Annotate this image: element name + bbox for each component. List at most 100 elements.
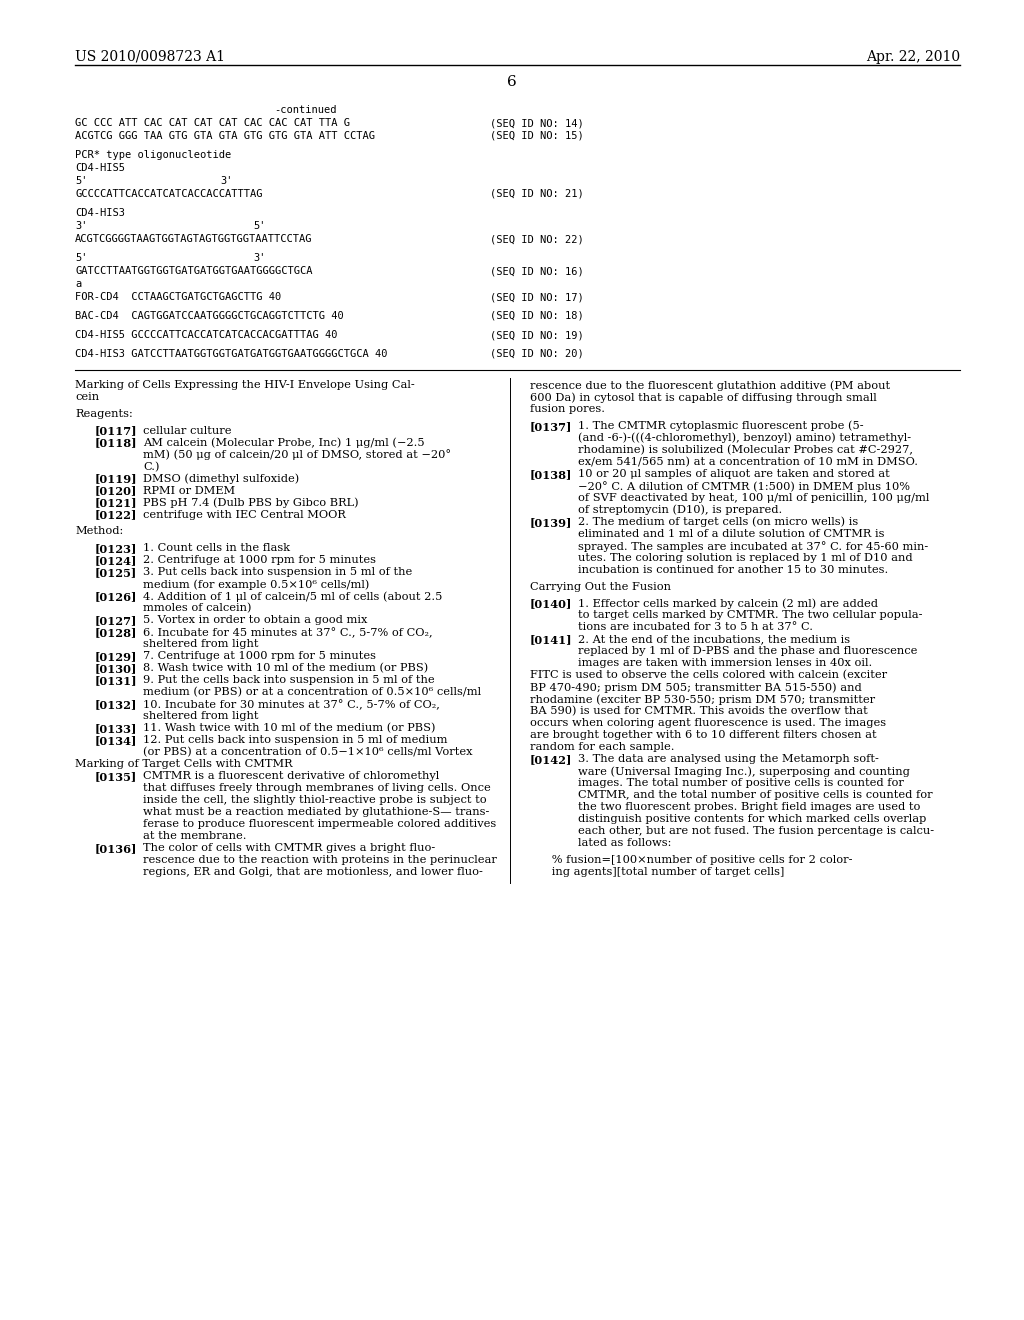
Text: Marking of Cells Expressing the HIV-I Envelope Using Cal-: Marking of Cells Expressing the HIV-I En… — [75, 380, 415, 389]
Text: the two fluorescent probes. Bright field images are used to: the two fluorescent probes. Bright field… — [578, 803, 921, 812]
Text: 5': 5' — [75, 176, 87, 186]
Text: (or PBS) at a concentration of 0.5−1×10⁶ cells/ml Vortex: (or PBS) at a concentration of 0.5−1×10⁶… — [143, 747, 472, 758]
Text: (SEQ ID NO: 15): (SEQ ID NO: 15) — [490, 131, 584, 141]
Text: [0126]: [0126] — [95, 591, 137, 602]
Text: [0118]: [0118] — [95, 438, 137, 449]
Text: DMSO (dimethyl sulfoxide): DMSO (dimethyl sulfoxide) — [143, 474, 299, 484]
Text: medium (for example 0.5×10⁶ cells/ml): medium (for example 0.5×10⁶ cells/ml) — [143, 579, 370, 590]
Text: [0130]: [0130] — [95, 663, 137, 675]
Text: [0127]: [0127] — [95, 615, 137, 626]
Text: [0134]: [0134] — [95, 735, 137, 746]
Text: CD4-HIS3 GATCCTTAATGGTGGTGATGATGGTGAATGGGGCTGCA 40: CD4-HIS3 GATCCTTAATGGTGGTGATGATGGTGAATGG… — [75, 348, 387, 359]
Text: [0124]: [0124] — [95, 556, 137, 566]
Text: [0138]: [0138] — [530, 469, 572, 479]
Text: cellular culture: cellular culture — [143, 425, 231, 436]
Text: utes. The coloring solution is replaced by 1 ml of D10 and: utes. The coloring solution is replaced … — [578, 553, 912, 562]
Text: inside the cell, the slightly thiol-reactive probe is subject to: inside the cell, the slightly thiol-reac… — [143, 795, 486, 805]
Text: -continued: -continued — [273, 106, 336, 115]
Text: CMTMR, and the total number of positive cells is counted for: CMTMR, and the total number of positive … — [578, 791, 933, 800]
Text: The color of cells with CMTMR gives a bright fluo-: The color of cells with CMTMR gives a br… — [143, 843, 435, 853]
Text: 10. Incubate for 30 minutes at 37° C., 5-7% of CO₂,: 10. Incubate for 30 minutes at 37° C., 5… — [143, 700, 440, 710]
Text: 6. Incubate for 45 minutes at 37° C., 5-7% of CO₂,: 6. Incubate for 45 minutes at 37° C., 5-… — [143, 627, 432, 638]
Text: BA 590) is used for CMTMR. This avoids the overflow that: BA 590) is used for CMTMR. This avoids t… — [530, 706, 867, 717]
Text: 1. Count cells in the flask: 1. Count cells in the flask — [143, 544, 290, 553]
Text: (SEQ ID NO: 16): (SEQ ID NO: 16) — [490, 267, 584, 276]
Text: at the membrane.: at the membrane. — [143, 832, 247, 841]
Text: rhodamine) is solubilized (Molecular Probes cat #C-2927,: rhodamine) is solubilized (Molecular Pro… — [578, 445, 913, 455]
Text: GATCCTTAATGGTGGTGATGATGGTGAATGGGGCTGCA: GATCCTTAATGGTGGTGATGATGGTGAATGGGGCTGCA — [75, 267, 312, 276]
Text: Apr. 22, 2010: Apr. 22, 2010 — [866, 50, 961, 63]
Text: sheltered from light: sheltered from light — [143, 639, 258, 649]
Text: [0125]: [0125] — [95, 568, 137, 578]
Text: fusion pores.: fusion pores. — [530, 404, 605, 414]
Text: [0119]: [0119] — [95, 474, 137, 484]
Text: BAC-CD4  CAGTGGATCCAATGGGGCTGCAGGTCTTCTG 40: BAC-CD4 CAGTGGATCCAATGGGGCTGCAGGTCTTCTG … — [75, 312, 344, 321]
Text: 2. Centrifuge at 1000 rpm for 5 minutes: 2. Centrifuge at 1000 rpm for 5 minutes — [143, 556, 376, 565]
Text: [0121]: [0121] — [95, 498, 137, 508]
Text: GCCCCATTCACCATCATCACCACCATTTAG: GCCCCATTCACCATCATCACCACCATTTAG — [75, 189, 262, 199]
Text: rhodamine (exciter BP 530-550; prism DM 570; transmitter: rhodamine (exciter BP 530-550; prism DM … — [530, 694, 876, 705]
Text: sprayed. The samples are incubated at 37° C. for 45-60 min-: sprayed. The samples are incubated at 37… — [578, 541, 928, 552]
Text: of streptomycin (D10), is prepared.: of streptomycin (D10), is prepared. — [578, 504, 782, 515]
Text: [0131]: [0131] — [95, 676, 137, 686]
Text: 1. Effector cells marked by calcein (2 ml) are added: 1. Effector cells marked by calcein (2 m… — [578, 598, 878, 609]
Text: cein: cein — [75, 392, 99, 403]
Text: that diffuses freely through membranes of living cells. Once: that diffuses freely through membranes o… — [143, 783, 490, 793]
Text: replaced by 1 ml of D-PBS and the phase and fluorescence: replaced by 1 ml of D-PBS and the phase … — [578, 647, 918, 656]
Text: of SVF deactivated by heat, 100 μ/ml of penicillin, 100 μg/ml: of SVF deactivated by heat, 100 μ/ml of … — [578, 492, 930, 503]
Text: what must be a reaction mediated by glutathione-S— trans-: what must be a reaction mediated by glut… — [143, 808, 489, 817]
Text: [0128]: [0128] — [95, 627, 137, 638]
Text: [0122]: [0122] — [95, 510, 137, 520]
Text: [0123]: [0123] — [95, 544, 137, 554]
Text: [0133]: [0133] — [95, 723, 137, 734]
Text: GC CCC ATT CAC CAT CAT CAT CAC CAC CAT TTA G: GC CCC ATT CAC CAT CAT CAT CAC CAC CAT T… — [75, 117, 350, 128]
Text: eliminated and 1 ml of a dilute solution of CMTMR is: eliminated and 1 ml of a dilute solution… — [578, 529, 885, 539]
Text: 1. The CMTMR cytoplasmic fluorescent probe (5-: 1. The CMTMR cytoplasmic fluorescent pro… — [578, 421, 863, 432]
Text: 5': 5' — [75, 253, 87, 263]
Text: images. The total number of positive cells is counted for: images. The total number of positive cel… — [578, 779, 904, 788]
Text: incubation is continued for another 15 to 30 minutes.: incubation is continued for another 15 t… — [578, 565, 888, 574]
Text: medium (or PBS) or at a concentration of 0.5×10⁶ cells/ml: medium (or PBS) or at a concentration of… — [143, 688, 481, 697]
Text: 3': 3' — [220, 176, 232, 186]
Text: 11. Wash twice with 10 ml of the medium (or PBS): 11. Wash twice with 10 ml of the medium … — [143, 723, 435, 734]
Text: ex/em 541/565 nm) at a concentration of 10 mM in DMSO.: ex/em 541/565 nm) at a concentration of … — [578, 457, 918, 467]
Text: 5. Vortex in order to obtain a good mix: 5. Vortex in order to obtain a good mix — [143, 615, 368, 626]
Text: mM) (50 μg of calcein/20 μl of DMSO, stored at −20°: mM) (50 μg of calcein/20 μl of DMSO, sto… — [143, 450, 452, 461]
Text: occurs when coloring agent fluorescence is used. The images: occurs when coloring agent fluorescence … — [530, 718, 886, 729]
Text: Reagents:: Reagents: — [75, 409, 133, 418]
Text: are brought together with 6 to 10 different filters chosen at: are brought together with 6 to 10 differ… — [530, 730, 877, 741]
Text: each other, but are not fused. The fusion percentage is calcu-: each other, but are not fused. The fusio… — [578, 826, 934, 837]
Text: 3': 3' — [253, 253, 265, 263]
Text: (SEQ ID NO: 20): (SEQ ID NO: 20) — [490, 348, 584, 359]
Text: −20° C. A dilution of CMTMR (1:500) in DMEM plus 10%: −20° C. A dilution of CMTMR (1:500) in D… — [578, 480, 910, 491]
Text: [0140]: [0140] — [530, 598, 572, 610]
Text: 7. Centrifuge at 1000 rpm for 5 minutes: 7. Centrifuge at 1000 rpm for 5 minutes — [143, 651, 376, 661]
Text: a: a — [75, 279, 81, 289]
Text: 600 Da) in cytosol that is capable of diffusing through small: 600 Da) in cytosol that is capable of di… — [530, 392, 877, 403]
Text: PCR* type oligonucleotide: PCR* type oligonucleotide — [75, 150, 231, 160]
Text: tions are incubated for 3 to 5 h at 37° C.: tions are incubated for 3 to 5 h at 37° … — [578, 623, 813, 632]
Text: [0137]: [0137] — [530, 421, 572, 432]
Text: [0120]: [0120] — [95, 486, 137, 496]
Text: CD4-HIS3: CD4-HIS3 — [75, 209, 125, 218]
Text: CD4-HIS5 GCCCCATTCACCATCATCACCACGATTTAG 40: CD4-HIS5 GCCCCATTCACCATCATCACCACGATTTAG … — [75, 330, 338, 341]
Text: (SEQ ID NO: 18): (SEQ ID NO: 18) — [490, 312, 584, 321]
Text: ware (Universal Imaging Inc.), superposing and counting: ware (Universal Imaging Inc.), superposi… — [578, 767, 910, 777]
Text: 3': 3' — [75, 220, 87, 231]
Text: [0141]: [0141] — [530, 635, 572, 645]
Text: 9. Put the cells back into suspension in 5 ml of the: 9. Put the cells back into suspension in… — [143, 676, 434, 685]
Text: distinguish positive contents for which marked cells overlap: distinguish positive contents for which … — [578, 814, 927, 825]
Text: 10 or 20 μl samples of aliquot are taken and stored at: 10 or 20 μl samples of aliquot are taken… — [578, 469, 890, 479]
Text: 12. Put cells back into suspension in 5 ml of medium: 12. Put cells back into suspension in 5 … — [143, 735, 447, 746]
Text: Method:: Method: — [75, 527, 123, 536]
Text: (SEQ ID NO: 21): (SEQ ID NO: 21) — [490, 189, 584, 199]
Text: [0135]: [0135] — [95, 771, 137, 783]
Text: lated as follows:: lated as follows: — [578, 838, 672, 849]
Text: US 2010/0098723 A1: US 2010/0098723 A1 — [75, 50, 225, 63]
Text: 6: 6 — [507, 75, 517, 88]
Text: (and -6-)-(((4-chloromethyl), benzoyl) amino) tetramethyl-: (and -6-)-(((4-chloromethyl), benzoyl) a… — [578, 433, 911, 444]
Text: ing agents][total number of target cells]: ing agents][total number of target cells… — [530, 867, 784, 878]
Text: AM calcein (Molecular Probe, Inc) 1 μg/ml (−2.5: AM calcein (Molecular Probe, Inc) 1 μg/m… — [143, 438, 425, 449]
Text: [0136]: [0136] — [95, 843, 137, 854]
Text: rescence due to the reaction with proteins in the perinuclear: rescence due to the reaction with protei… — [143, 855, 497, 865]
